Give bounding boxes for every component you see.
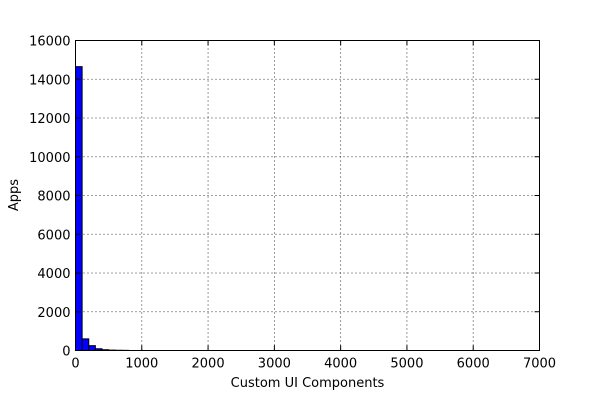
x-tick-label: 1000 <box>125 357 158 372</box>
x-tick-label: 4000 <box>324 357 357 372</box>
histogram-bars <box>75 66 130 352</box>
grid-lines <box>75 40 540 351</box>
y-tick-label: 8000 <box>37 190 70 205</box>
y-tick-label: 4000 <box>37 267 70 282</box>
x-tick-label: 7000 <box>523 357 556 372</box>
x-tick-labels: 0 1000 2000 3000 4000 5000 6000 7000 <box>71 357 556 372</box>
histogram-bar <box>81 338 90 351</box>
y-tick-labels: 0 2000 4000 6000 8000 10000 12000 14000 16000 <box>29 35 70 360</box>
histogram-bar <box>88 345 96 351</box>
x-tick-label: 6000 <box>457 357 490 372</box>
x-axis-label: Custom UI Components <box>231 376 385 391</box>
y-axis-label: Apps <box>7 179 22 211</box>
axis-ticks <box>75 40 540 351</box>
y-tick-label: 16000 <box>29 35 70 50</box>
y-tick-label: 6000 <box>37 228 70 243</box>
y-tick-label: 14000 <box>29 73 70 88</box>
x-tick-label: 0 <box>71 357 79 372</box>
y-tick-label: 12000 <box>29 112 70 127</box>
y-tick-label: 10000 <box>29 151 70 166</box>
x-tick-label: 3000 <box>258 357 291 372</box>
x-tick-label: 5000 <box>390 357 423 372</box>
y-tick-label: 2000 <box>37 306 70 321</box>
histogram-bar <box>75 66 83 351</box>
x-tick-label: 2000 <box>192 357 225 372</box>
y-tick-label: 0 <box>62 345 70 360</box>
